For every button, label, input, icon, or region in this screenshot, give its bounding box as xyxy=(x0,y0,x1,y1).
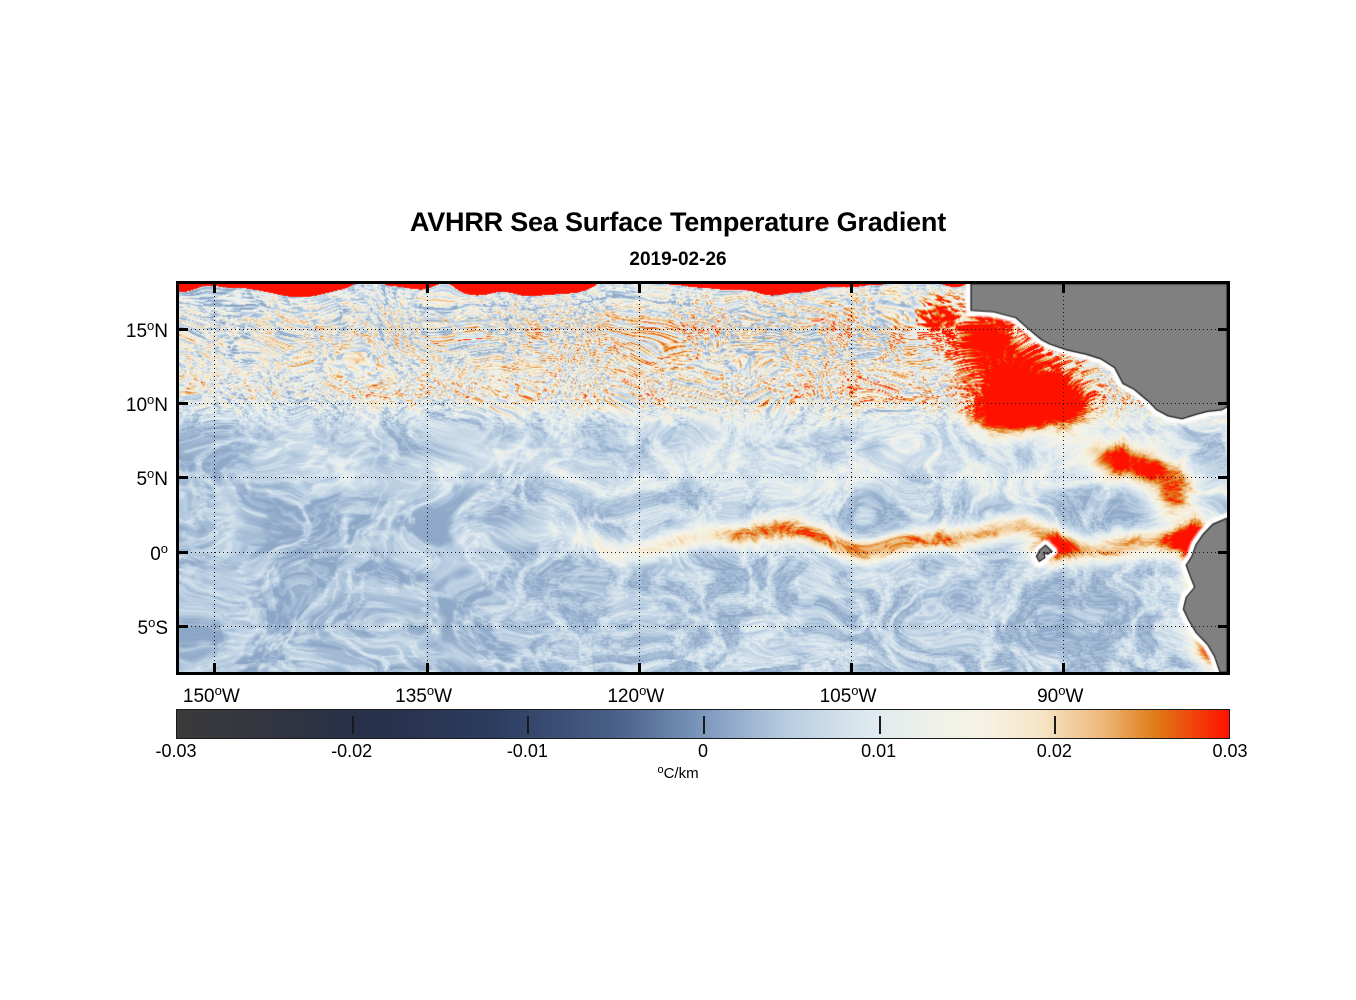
x-axis-tick-label: 120oW xyxy=(607,683,665,707)
x-axis-tick-label: 150oW xyxy=(182,683,240,707)
x-tick-mark xyxy=(1062,663,1066,672)
colorbar-tick-label: -0.03 xyxy=(155,741,197,761)
x-tick-mark xyxy=(425,284,429,293)
colorbar-tick-label: -0.02 xyxy=(331,741,373,761)
y-axis-tick-label: 5oS xyxy=(137,614,169,639)
y-tick-mark xyxy=(179,401,188,405)
colorbar-tick-label: -0.01 xyxy=(506,741,548,761)
chart-title-block: AVHRR Sea Surface Temperature Gradient 2… xyxy=(0,206,1356,272)
x-tick-mark xyxy=(637,663,641,672)
y-axis-tick-label: 15oN xyxy=(125,317,168,342)
colorbar-tick-mark xyxy=(351,716,354,734)
y-tick-mark xyxy=(1218,401,1227,405)
y-axis-tick-label: 0o xyxy=(150,540,168,565)
colorbar-tick-mark xyxy=(703,716,705,734)
x-tick-mark xyxy=(850,284,853,293)
x-axis-tick-label: 135oW xyxy=(395,683,453,707)
y-tick-mark xyxy=(1218,550,1227,554)
colorbar-unit-label: oC/km xyxy=(657,764,699,782)
colorbar-tick-label: 0 xyxy=(697,741,709,761)
y-axis-tick-label: 5oN xyxy=(136,466,168,491)
y-tick-mark xyxy=(179,624,188,628)
map-plot-area[interactable] xyxy=(176,281,1230,675)
x-tick-mark xyxy=(637,284,641,293)
x-axis-tick-label: 105oW xyxy=(819,683,877,707)
y-tick-mark xyxy=(1218,624,1227,628)
x-axis-tick-label: 90oW xyxy=(1037,683,1084,707)
colorbar-tick-label: 0.01 xyxy=(861,741,897,761)
y-tick-mark xyxy=(1218,476,1227,480)
x-tick-mark xyxy=(213,284,217,293)
y-tick-mark xyxy=(179,327,188,331)
colorbar-tick-mark xyxy=(878,716,881,734)
x-tick-mark xyxy=(850,663,853,672)
colorbar-tick-mark xyxy=(1054,716,1057,734)
y-tick-mark xyxy=(179,550,188,554)
colorbar-tick-label: 0.02 xyxy=(1036,741,1072,761)
colorbar[interactable] xyxy=(176,709,1230,739)
y-axis-tick-label: 10oN xyxy=(125,391,168,416)
chart-date-subtitle: 2019-02-26 xyxy=(629,249,727,270)
colorbar-tick-label: 0.03 xyxy=(1212,741,1248,761)
x-tick-mark xyxy=(1062,284,1066,293)
y-tick-mark xyxy=(1218,327,1227,331)
sst-gradient-heatmap xyxy=(179,284,1227,672)
x-tick-mark xyxy=(213,663,217,672)
x-tick-mark xyxy=(425,663,429,672)
y-tick-mark xyxy=(179,476,188,480)
colorbar-tick-mark xyxy=(527,716,530,734)
page-title: AVHRR Sea Surface Temperature Gradient xyxy=(409,207,947,237)
